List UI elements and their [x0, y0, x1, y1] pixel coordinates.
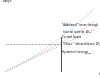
- Text: W$_{hys}$: W$_{hys}$: [2, 0, 13, 6]
- Text: W$_{hys}$: W$_{hys}$: [84, 49, 92, 56]
- Text: Hysteresis losses: Hysteresis losses: [62, 50, 84, 54]
- Text: "Additional" losses through
induced currents: W$_{ec}$': "Additional" losses through induced curr…: [62, 23, 98, 36]
- Text: f: f: [99, 72, 100, 76]
- Text: Current losses
"Classic" induced losses: W$_{ec}^{cl}$: Current losses "Classic" induced losses:…: [62, 35, 100, 49]
